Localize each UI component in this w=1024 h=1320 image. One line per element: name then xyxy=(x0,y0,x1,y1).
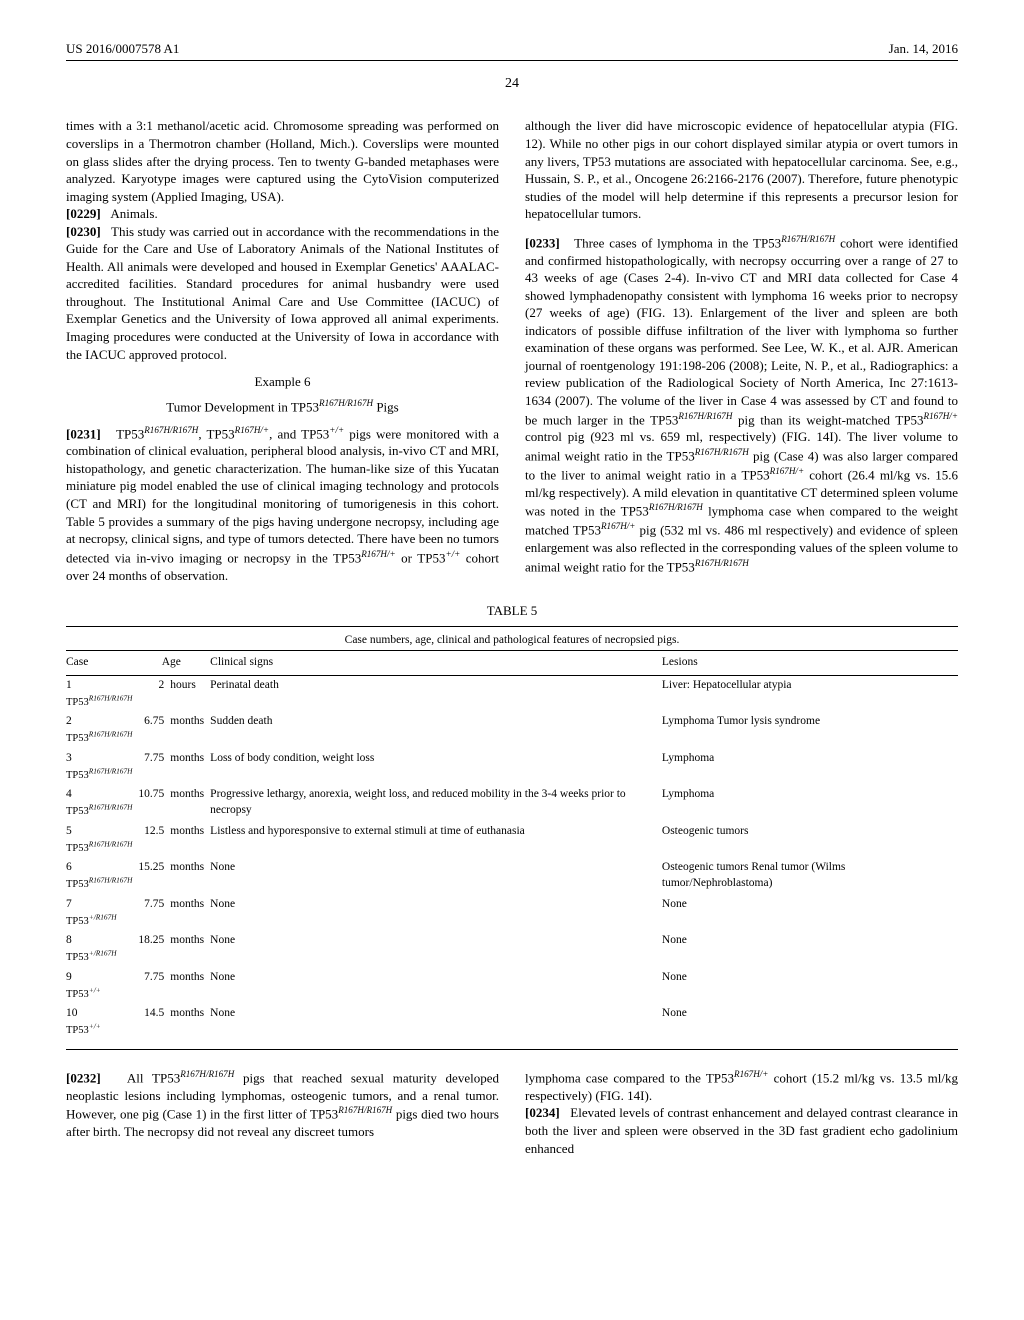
th-lesions: Lesions xyxy=(662,651,958,676)
para-cont-lower-right: lymphoma case compared to the TP53R167H/… xyxy=(525,1068,958,1104)
para-num: [0231] xyxy=(66,426,101,441)
table-body: Case numbers, age, clinical and patholog… xyxy=(66,626,958,1050)
cell-case: 10TP53+/+ xyxy=(66,1004,138,1041)
para-num: [0233] xyxy=(525,235,560,250)
cell-age-n: 12.5 xyxy=(138,822,170,859)
table-row: 7TP53+/R167H7.75monthsNoneNone xyxy=(66,895,958,932)
column-left: times with a 3:1 methanol/acetic acid. C… xyxy=(66,117,499,584)
cell-signs: None xyxy=(210,1004,662,1041)
table-row: 1TP53R167H/R167H2hoursPerinatal deathLiv… xyxy=(66,675,958,712)
column-right: although the liver did have microscopic … xyxy=(525,117,958,584)
cell-lesions: Osteogenic tumors Renal tumor (Wilms tum… xyxy=(662,858,958,895)
cell-lesions: None xyxy=(662,1004,958,1041)
para-cont-right: although the liver did have microscopic … xyxy=(525,117,958,222)
cell-age-n: 7.75 xyxy=(138,895,170,932)
cell-age-u: months xyxy=(170,1004,210,1041)
cell-case: 8TP53+/R167H xyxy=(66,931,138,968)
cell-signs: Sudden death xyxy=(210,712,662,749)
cell-signs: Progressive lethargy, anorexia, weight l… xyxy=(210,785,662,822)
table-5: TABLE 5 Case numbers, age, clinical and … xyxy=(66,602,958,1050)
cell-signs: Loss of body condition, weight loss xyxy=(210,749,662,786)
cell-age-n: 7.75 xyxy=(138,749,170,786)
cell-age-u: months xyxy=(170,895,210,932)
cell-signs: None xyxy=(210,931,662,968)
table-row: 4TP53R167H/R167H10.75monthsProgressive l… xyxy=(66,785,958,822)
para-0232: [0232] All TP53R167H/R167H pigs that rea… xyxy=(66,1068,499,1141)
cell-signs: Perinatal death xyxy=(210,675,662,712)
cell-case: 1TP53R167H/R167H xyxy=(66,675,138,712)
pub-date: Jan. 14, 2016 xyxy=(889,40,958,58)
para-0228-cont: times with a 3:1 methanol/acetic acid. C… xyxy=(66,117,499,205)
table-caption: Case numbers, age, clinical and patholog… xyxy=(66,631,958,651)
para-0234: [0234] Elevated levels of contrast enhan… xyxy=(525,1104,958,1157)
para-num: [0234] xyxy=(525,1105,560,1120)
cell-case: 4TP53R167H/R167H xyxy=(66,785,138,822)
cell-case: 2TP53R167H/R167H xyxy=(66,712,138,749)
table-label: TABLE 5 xyxy=(66,602,958,620)
table-row: 9TP53+/+7.75monthsNoneNone xyxy=(66,968,958,1005)
main-columns: times with a 3:1 methanol/acetic acid. C… xyxy=(66,117,958,584)
cell-lesions: None xyxy=(662,931,958,968)
cell-lesions: Lymphoma xyxy=(662,749,958,786)
cell-lesions: None xyxy=(662,968,958,1005)
lower-right: lymphoma case compared to the TP53R167H/… xyxy=(525,1068,958,1157)
cell-lesions: Lymphoma xyxy=(662,785,958,822)
th-signs: Clinical signs xyxy=(210,651,662,676)
para-0230: [0230] This study was carried out in acc… xyxy=(66,223,499,363)
cell-lesions: Osteogenic tumors xyxy=(662,822,958,859)
th-case: Case xyxy=(66,651,138,676)
cell-age-n: 18.25 xyxy=(138,931,170,968)
cell-lesions: None xyxy=(662,895,958,932)
cell-age-n: 2 xyxy=(138,675,170,712)
lower-columns: [0232] All TP53R167H/R167H pigs that rea… xyxy=(66,1068,958,1157)
cell-case: 5TP53R167H/R167H xyxy=(66,822,138,859)
cell-age-u: hours xyxy=(170,675,210,712)
cell-age-u: months xyxy=(170,749,210,786)
pub-number: US 2016/0007578 A1 xyxy=(66,40,179,58)
cell-age-n: 6.75 xyxy=(138,712,170,749)
cell-age-n: 15.25 xyxy=(138,858,170,895)
cell-age-u: months xyxy=(170,712,210,749)
cell-age-u: months xyxy=(170,785,210,822)
cell-signs: None xyxy=(210,968,662,1005)
cell-age-u: months xyxy=(170,858,210,895)
cell-lesions: Lymphoma Tumor lysis syndrome xyxy=(662,712,958,749)
table-row: 10TP53+/+14.5monthsNoneNone xyxy=(66,1004,958,1041)
cell-case: 7TP53+/R167H xyxy=(66,895,138,932)
cell-age-u: months xyxy=(170,968,210,1005)
cell-case: 3TP53R167H/R167H xyxy=(66,749,138,786)
para-0233: [0233] Three cases of lymphoma in the TP… xyxy=(525,233,958,576)
example-title: Example 6 xyxy=(66,373,499,391)
table-row: 3TP53R167H/R167H7.75monthsLoss of body c… xyxy=(66,749,958,786)
th-age: Age xyxy=(138,651,210,676)
para-0229: [0229] Animals. xyxy=(66,205,499,223)
para-0231: [0231] TP53R167H/R167H, TP53R167H/+, and… xyxy=(66,424,499,585)
lower-left: [0232] All TP53R167H/R167H pigs that rea… xyxy=(66,1068,499,1157)
cell-signs: None xyxy=(210,895,662,932)
cell-lesions: Liver: Hepatocellular atypia xyxy=(662,675,958,712)
cell-case: 9TP53+/+ xyxy=(66,968,138,1005)
example-subtitle: Tumor Development in TP53R167H/R167H Pig… xyxy=(66,397,499,416)
page-header: US 2016/0007578 A1 Jan. 14, 2016 xyxy=(66,40,958,61)
cell-signs: None xyxy=(210,858,662,895)
cell-age-u: months xyxy=(170,822,210,859)
table-row: 8TP53+/R167H18.25monthsNoneNone xyxy=(66,931,958,968)
cell-age-n: 10.75 xyxy=(138,785,170,822)
cell-signs: Listless and hyporesponsive to external … xyxy=(210,822,662,859)
table-row: 6TP53R167H/R167H15.25monthsNoneOsteogeni… xyxy=(66,858,958,895)
cell-age-u: months xyxy=(170,931,210,968)
para-num: [0232] xyxy=(66,1070,101,1085)
cell-age-n: 14.5 xyxy=(138,1004,170,1041)
cell-case: 6TP53R167H/R167H xyxy=(66,858,138,895)
para-num: [0230] xyxy=(66,224,101,239)
table-row: 5TP53R167H/R167H12.5monthsListless and h… xyxy=(66,822,958,859)
cell-age-n: 7.75 xyxy=(138,968,170,1005)
table-row: 2TP53R167H/R167H6.75monthsSudden deathLy… xyxy=(66,712,958,749)
para-num: [0229] xyxy=(66,206,101,221)
page-number: 24 xyxy=(66,75,958,94)
